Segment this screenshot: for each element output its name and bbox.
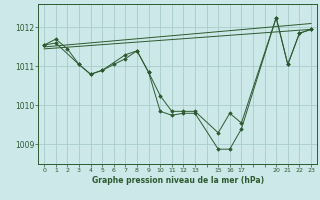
X-axis label: Graphe pression niveau de la mer (hPa): Graphe pression niveau de la mer (hPa) xyxy=(92,176,264,185)
